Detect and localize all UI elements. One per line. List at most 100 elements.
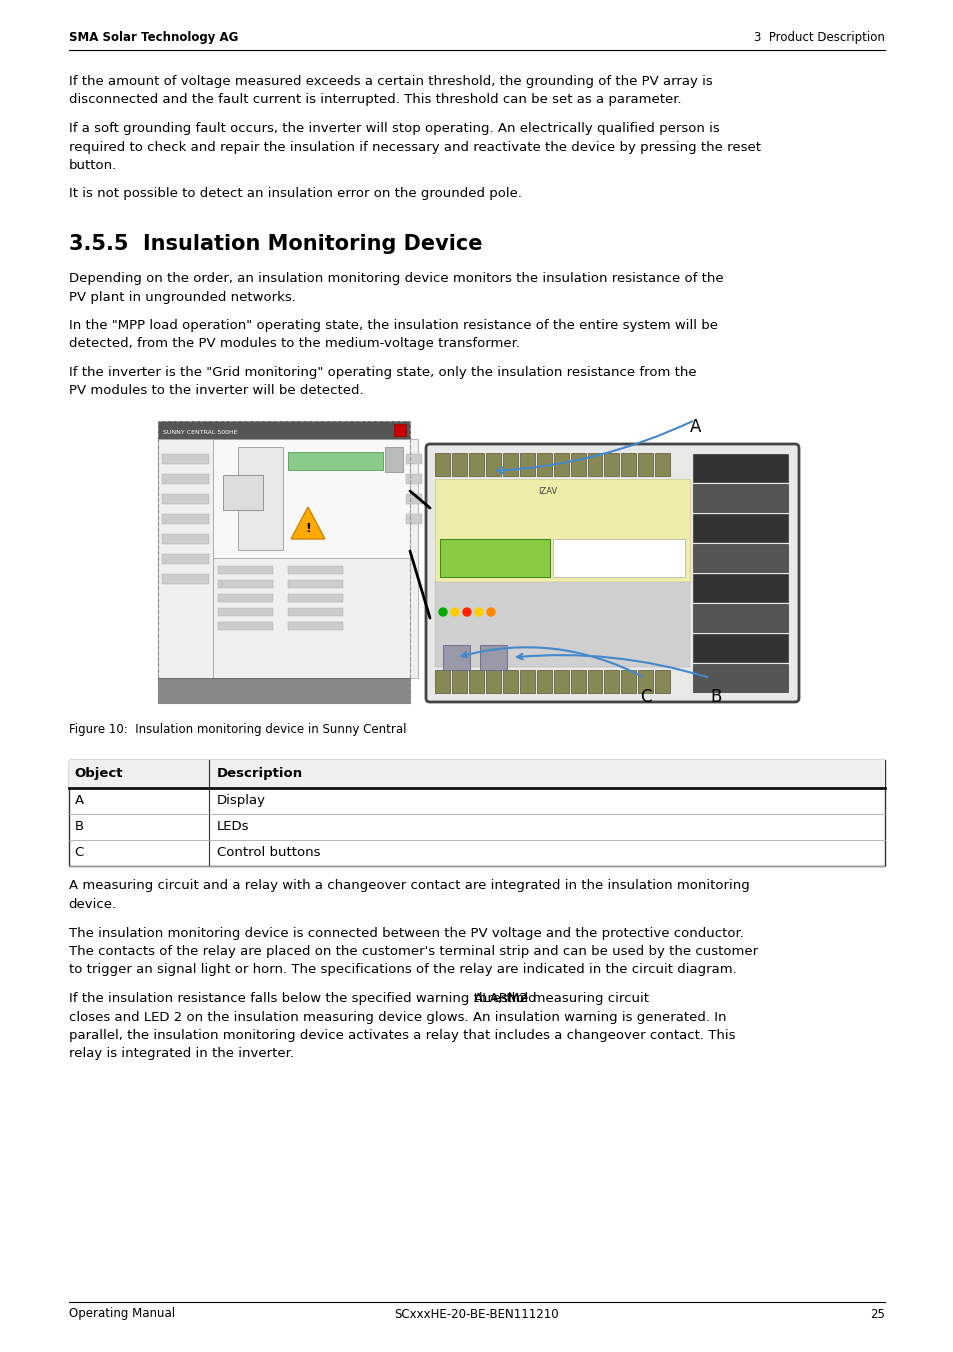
- Bar: [692, 664, 787, 692]
- Bar: [213, 439, 417, 677]
- Bar: [435, 479, 689, 583]
- Bar: [218, 580, 273, 588]
- Text: required to check and repair the insulation if necessary and reactivate the devi: required to check and repair the insulat…: [69, 141, 760, 154]
- Bar: [435, 671, 450, 694]
- Text: to trigger an signal light or horn. The specifications of the relay are indicate: to trigger an signal light or horn. The …: [69, 964, 736, 976]
- Text: A: A: [689, 418, 700, 435]
- Bar: [620, 671, 636, 694]
- Bar: [288, 566, 343, 575]
- Bar: [223, 475, 263, 510]
- Bar: [692, 575, 787, 602]
- Text: 3.5.5  Insulation Monitoring Device: 3.5.5 Insulation Monitoring Device: [69, 234, 481, 254]
- Text: Operating Manual: Operating Manual: [69, 1307, 174, 1321]
- Bar: [587, 453, 602, 476]
- Text: 3  Product Description: 3 Product Description: [754, 31, 884, 45]
- Bar: [604, 671, 618, 694]
- Bar: [692, 514, 787, 542]
- Bar: [604, 453, 618, 476]
- Text: SMA Solar Technology AG: SMA Solar Technology AG: [69, 31, 238, 45]
- Bar: [288, 580, 343, 588]
- Bar: [638, 671, 653, 694]
- Text: B: B: [709, 688, 720, 706]
- Text: C: C: [639, 688, 651, 706]
- Text: Description: Description: [216, 767, 302, 780]
- Text: A: A: [74, 794, 84, 807]
- Text: If a soft grounding fault occurs, the inverter will stop operating. An electrica: If a soft grounding fault occurs, the in…: [69, 122, 719, 135]
- Bar: [519, 453, 534, 476]
- Text: ALARM2: ALARM2: [474, 992, 528, 1005]
- Bar: [406, 475, 421, 484]
- Bar: [158, 420, 410, 439]
- Text: detected, from the PV modules to the medium-voltage transformer.: detected, from the PV modules to the med…: [69, 338, 519, 350]
- Bar: [552, 539, 684, 577]
- Bar: [69, 760, 884, 865]
- Bar: [394, 425, 406, 435]
- Bar: [69, 760, 884, 787]
- Bar: [162, 575, 209, 584]
- Text: It is not possible to detect an insulation error on the grounded pole.: It is not possible to detect an insulati…: [69, 188, 521, 200]
- Text: If the insulation resistance falls below the specified warning threshold: If the insulation resistance falls below…: [69, 992, 540, 1005]
- Text: SUNNY CENTRAL 500HE: SUNNY CENTRAL 500HE: [163, 430, 237, 435]
- Text: device.: device.: [69, 898, 116, 911]
- Bar: [638, 453, 653, 476]
- Bar: [406, 493, 421, 504]
- Bar: [439, 539, 549, 577]
- Text: Display: Display: [216, 794, 265, 807]
- Text: The contacts of the relay are placed on the customer's terminal strip and can be: The contacts of the relay are placed on …: [69, 945, 757, 959]
- Text: IZAV: IZAV: [537, 487, 557, 496]
- Bar: [288, 594, 343, 602]
- Text: disconnected and the fault current is interrupted. This threshold can be set as : disconnected and the fault current is in…: [69, 93, 680, 107]
- Bar: [288, 452, 382, 470]
- Bar: [288, 608, 343, 617]
- Bar: [537, 453, 551, 476]
- Text: PV plant in ungrounded networks.: PV plant in ungrounded networks.: [69, 291, 295, 303]
- Text: , the measuring circuit: , the measuring circuit: [497, 992, 648, 1005]
- Text: C: C: [74, 846, 84, 859]
- Bar: [162, 454, 209, 464]
- Text: relay is integrated in the inverter.: relay is integrated in the inverter.: [69, 1048, 294, 1060]
- Text: SCxxxHE-20-BE-BEN111210: SCxxxHE-20-BE-BEN111210: [395, 1307, 558, 1321]
- Bar: [410, 439, 417, 677]
- Text: Object: Object: [74, 767, 123, 780]
- FancyBboxPatch shape: [426, 443, 799, 702]
- Bar: [587, 671, 602, 694]
- Bar: [553, 453, 568, 476]
- Text: B: B: [74, 821, 84, 833]
- Bar: [485, 453, 500, 476]
- Circle shape: [475, 608, 482, 617]
- Bar: [385, 448, 402, 472]
- Bar: [570, 671, 585, 694]
- Bar: [162, 534, 209, 544]
- Bar: [406, 514, 421, 525]
- Bar: [485, 671, 500, 694]
- Bar: [406, 454, 421, 464]
- Bar: [218, 608, 273, 617]
- Bar: [158, 439, 213, 677]
- Bar: [570, 453, 585, 476]
- Text: Control buttons: Control buttons: [216, 846, 320, 859]
- Text: If the amount of voltage measured exceeds a certain threshold, the grounding of : If the amount of voltage measured exceed…: [69, 74, 712, 88]
- Bar: [435, 583, 689, 667]
- Bar: [479, 645, 506, 671]
- Bar: [502, 453, 517, 476]
- Polygon shape: [291, 507, 325, 539]
- Text: closes and LED 2 on the insulation measuring device glows. An insulation warning: closes and LED 2 on the insulation measu…: [69, 1010, 725, 1023]
- Text: Figure 10:  Insulation monitoring device in Sunny Central: Figure 10: Insulation monitoring device …: [69, 723, 406, 735]
- Circle shape: [451, 608, 458, 617]
- Bar: [218, 566, 273, 575]
- Text: A measuring circuit and a relay with a changeover contact are integrated in the : A measuring circuit and a relay with a c…: [69, 880, 749, 892]
- Bar: [692, 634, 787, 662]
- Bar: [692, 604, 787, 631]
- Circle shape: [462, 608, 471, 617]
- Bar: [162, 554, 209, 564]
- Bar: [692, 484, 787, 512]
- Bar: [620, 453, 636, 476]
- Bar: [692, 544, 787, 572]
- Bar: [469, 671, 483, 694]
- Bar: [655, 453, 670, 476]
- Text: LEDs: LEDs: [216, 821, 249, 833]
- Bar: [213, 558, 417, 677]
- Text: If the inverter is the "Grid monitoring" operating state, only the insulation re: If the inverter is the "Grid monitoring"…: [69, 366, 696, 379]
- Bar: [237, 448, 283, 550]
- Bar: [162, 475, 209, 484]
